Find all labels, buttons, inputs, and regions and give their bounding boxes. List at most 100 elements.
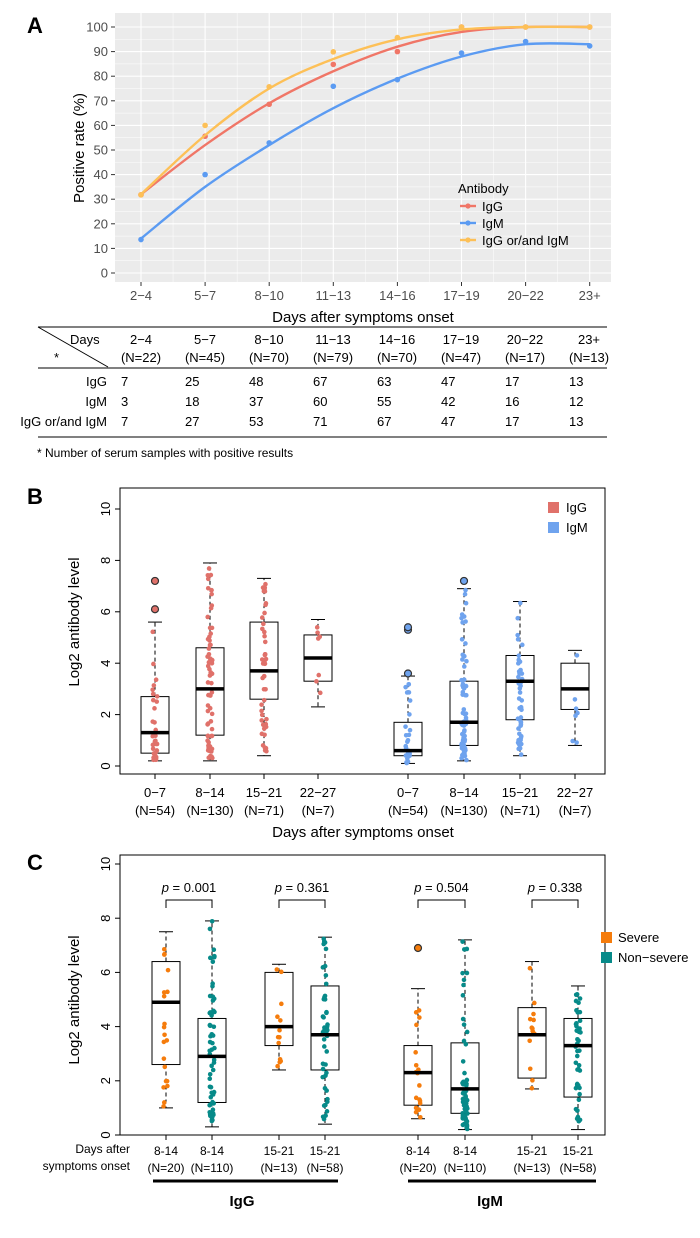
- box-data-point: [209, 1090, 214, 1096]
- box-data-point: [463, 641, 468, 646]
- box-data-point: [530, 1078, 535, 1083]
- box-data-point: [460, 1081, 466, 1087]
- box-data-point: [461, 977, 467, 983]
- panel-c-y-tick-label: 0: [98, 1131, 113, 1138]
- panel-a-y-tick-label: 30: [94, 192, 108, 207]
- panel-a-legend-marker: [465, 220, 471, 226]
- box-data-point: [463, 619, 468, 624]
- box-data-point: [413, 1105, 419, 1111]
- panel-b-y-ticks: 0 2 4 6 8 10: [98, 502, 120, 770]
- box-data-point: [206, 740, 211, 745]
- panel-a-y-tick-label: 90: [94, 44, 108, 59]
- box-data-point: [460, 939, 465, 944]
- box-data-point: [276, 1040, 281, 1046]
- box-data-point: [205, 614, 210, 620]
- box-data-point: [464, 1097, 470, 1103]
- box-iqr: [560, 662, 590, 710]
- box-data-point: [574, 1053, 580, 1059]
- table-col-n: (N=22): [121, 350, 161, 365]
- panel-c-y-tick-label: 10: [98, 857, 113, 871]
- box-data-point: [459, 612, 465, 617]
- box-data-point: [404, 690, 410, 695]
- box-data-point: [463, 587, 468, 593]
- panel-c-y-tick-label: 4: [98, 1023, 113, 1030]
- panel-a-y-tick-label: 20: [94, 216, 108, 231]
- panel-c-igg-group-label: IgG: [230, 1193, 255, 1210]
- table-col-days: 20−22: [507, 332, 544, 347]
- panel-a-data-point: [458, 50, 465, 56]
- table-cell: 7: [121, 414, 128, 429]
- box-data-point: [151, 661, 156, 667]
- box-data-point: [527, 1066, 533, 1072]
- box-data-point: [518, 600, 523, 606]
- panel-a-legend-marker: [465, 237, 471, 243]
- table-col-days: 11−13: [315, 332, 351, 347]
- table-col-days: 14−16: [379, 332, 416, 347]
- box-data-point: [323, 981, 329, 987]
- panel-b-boxes: [140, 562, 590, 766]
- box-data-point: [262, 732, 267, 738]
- box-data-point: [150, 746, 156, 752]
- panel-a-data-point: [394, 48, 401, 55]
- box-data-point: [210, 1107, 216, 1113]
- box-data-point: [324, 1109, 330, 1114]
- box-outlier: [150, 576, 160, 586]
- box-data-point: [418, 1114, 423, 1120]
- box-data-point: [414, 1022, 419, 1028]
- panel-a-y-tick-label: 40: [94, 167, 108, 182]
- box-data-point: [209, 918, 215, 924]
- box-data-point: [574, 740, 579, 745]
- box-data-point: [154, 694, 160, 699]
- table-col-days: 17−19: [443, 332, 480, 347]
- box-data-point: [574, 653, 580, 658]
- box-data-point: [460, 710, 466, 716]
- panel-c-boxes: [151, 918, 593, 1132]
- box-data-point: [417, 1015, 422, 1020]
- box-data-point: [461, 664, 467, 669]
- table-cell: 13: [569, 414, 583, 429]
- panel-a-x-ticks: 2−4 5−7 8−10 11−13 14−16 17−19 20−22 23+: [130, 282, 601, 303]
- panel-b-x-n: (N=7): [559, 803, 592, 818]
- panel-c-igm-group-label: IgM: [477, 1193, 503, 1210]
- box-data-point: [462, 733, 467, 739]
- box-data-point: [210, 1067, 216, 1073]
- box-data-point: [406, 732, 412, 738]
- box-data-point: [209, 733, 214, 739]
- box-data-point: [576, 1066, 581, 1072]
- box-data-point: [207, 705, 213, 711]
- table-col-days: 8−10: [254, 332, 283, 347]
- box-data-point: [162, 951, 167, 957]
- box-data-point: [416, 1008, 422, 1013]
- panel-b-y-tick-label: 6: [98, 608, 113, 615]
- box-data-point: [262, 610, 267, 616]
- box-data-point: [406, 682, 412, 687]
- panel-c-legend-label: Non−severe: [618, 950, 688, 965]
- box-data-point: [463, 715, 469, 721]
- table-cell: 12: [569, 394, 583, 409]
- box-data-point: [461, 707, 467, 712]
- panel-a-data-point: [586, 24, 593, 30]
- panel-a-data-point: [458, 24, 465, 30]
- panel-c-comparison-bracket: [531, 899, 579, 908]
- box-data-point: [323, 946, 329, 952]
- box-data-point: [413, 1062, 419, 1068]
- box-data-point: [532, 1000, 537, 1006]
- table-col-n: (N=47): [441, 350, 481, 365]
- box-data-point: [518, 741, 524, 747]
- box-data-point: [322, 940, 328, 945]
- panel-c-p-value: p = 0.504: [413, 880, 469, 895]
- panel-b-y-tick-label: 0: [98, 762, 113, 769]
- box-data-point: [275, 1014, 280, 1019]
- box-data-point: [518, 715, 524, 720]
- box-data-point: [153, 750, 158, 756]
- panel-c-x-n: (N=20): [147, 1161, 184, 1175]
- box-data-point: [576, 1083, 581, 1088]
- panel-b-x-label: 8−14: [449, 785, 478, 800]
- table-col-n: (N=70): [377, 350, 417, 365]
- panel-b-x-label: 15−21: [246, 785, 283, 800]
- box-data-point: [208, 719, 214, 724]
- box-data-point: [261, 686, 267, 692]
- box-data-point: [259, 702, 264, 707]
- box-data-point: [262, 585, 268, 591]
